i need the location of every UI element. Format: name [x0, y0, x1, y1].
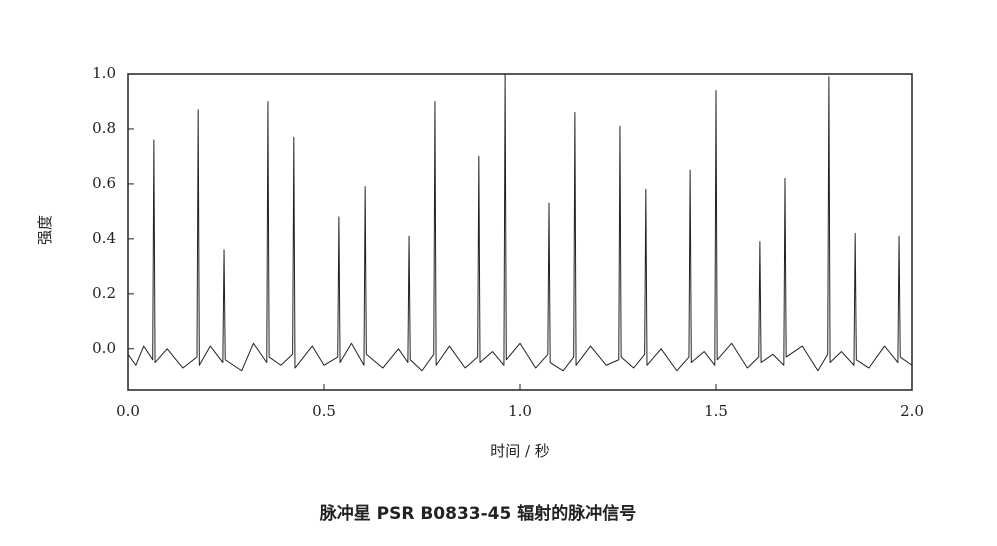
y-tick-label: 0.8 — [92, 119, 116, 137]
y-tick-label: 0.4 — [92, 229, 116, 247]
x-tick-label: 0.0 — [116, 402, 140, 420]
x-axis-label: 时间 / 秒 — [490, 442, 550, 460]
x-tick-label: 1.5 — [704, 402, 728, 420]
y-tick-label: 0.2 — [92, 284, 116, 302]
y-tick-label: 0.0 — [92, 339, 116, 357]
signal-line — [127, 73, 913, 372]
y-axis-label: 强度 — [36, 215, 54, 245]
x-tick-label: 1.0 — [508, 402, 532, 420]
x-tick-label: 0.5 — [312, 402, 336, 420]
chart-title: 脉冲星 PSR B0833-45 辐射的脉冲信号 — [319, 503, 637, 524]
y-tick-label: 0.6 — [92, 174, 116, 192]
plot-frame — [127, 73, 913, 391]
y-tick-label: 1.0 — [92, 64, 116, 82]
x-tick-label: 2.0 — [900, 402, 924, 420]
